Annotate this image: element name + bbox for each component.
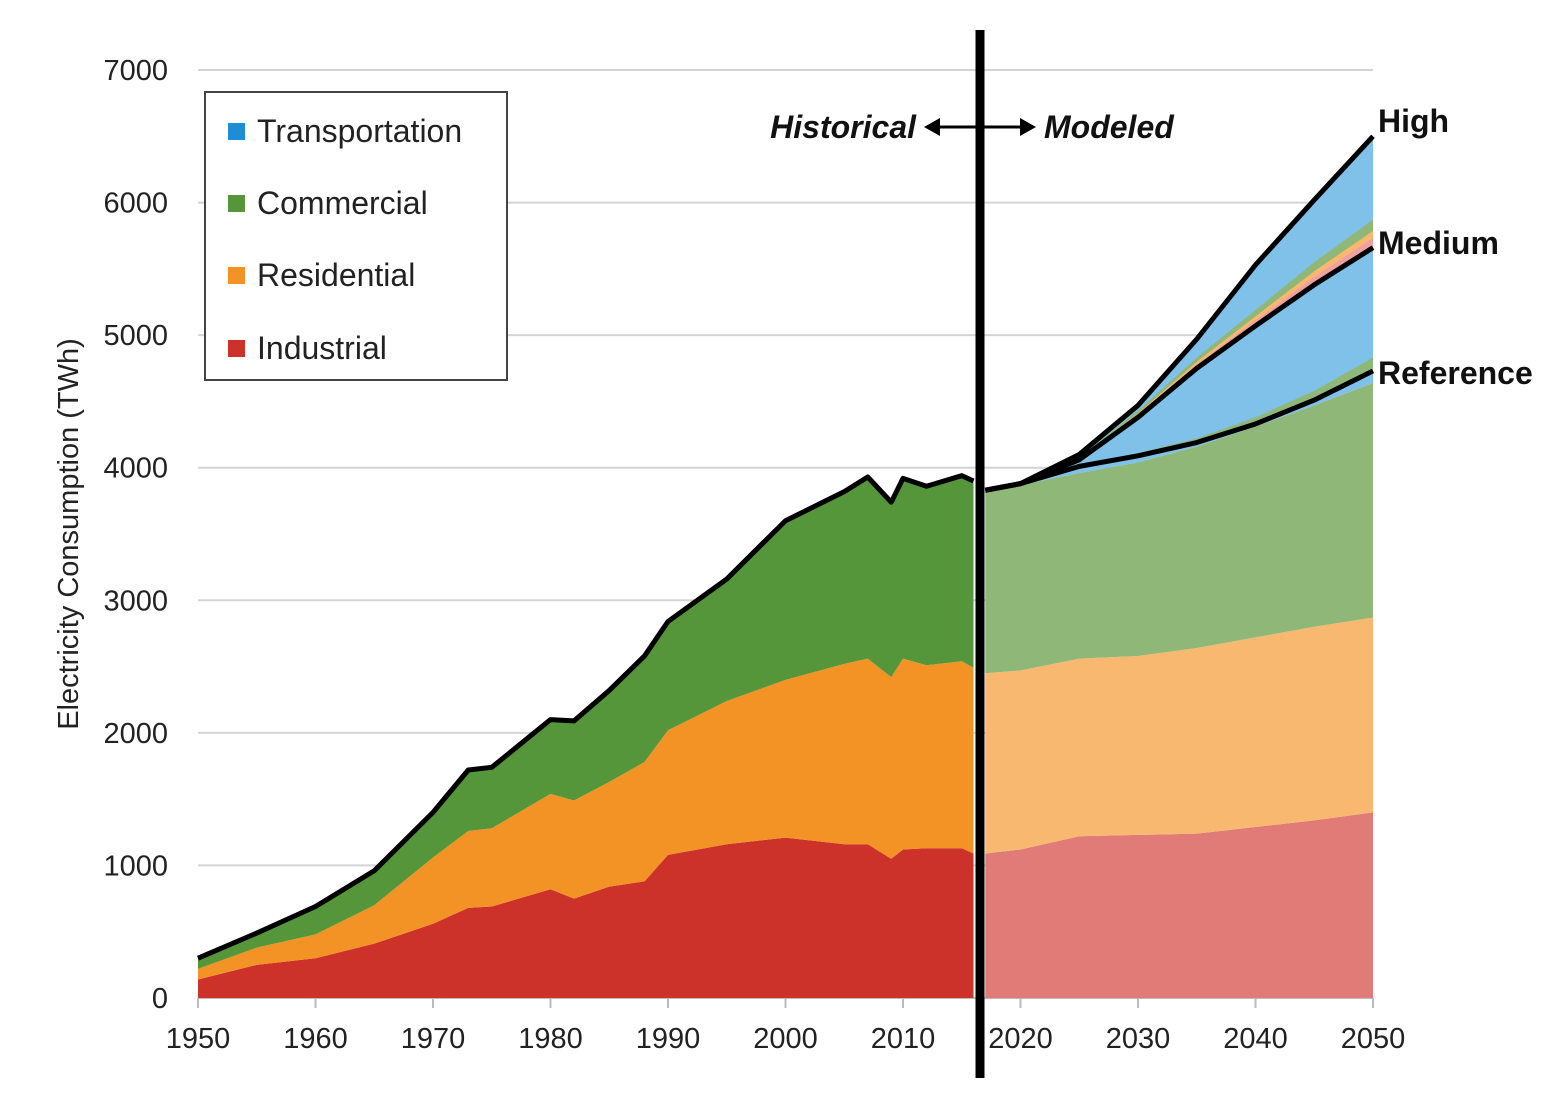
x-tick-label: 2020 <box>988 1023 1053 1055</box>
y-axis-ticks: 0 1000 2000 3000 4000 5000 6000 7000 <box>103 55 168 1015</box>
y-tick-label: 5000 <box>103 320 168 352</box>
legend: Transportation Commercial Residential In… <box>204 91 508 381</box>
industrial-area-modeled <box>985 812 1373 998</box>
y-tick-label: 0 <box>152 983 168 1015</box>
legend-label: Industrial <box>257 330 387 366</box>
modeled-label: Modeled <box>1044 109 1175 145</box>
stacked-areas <box>198 136 1373 998</box>
x-tick-label: 1980 <box>518 1023 583 1055</box>
x-tick-label: 2030 <box>1106 1023 1171 1055</box>
commercial-swatch <box>228 195 245 212</box>
historical-label: Historical <box>770 109 917 145</box>
residential-area-historical <box>198 658 974 980</box>
y-tick-label: 2000 <box>103 718 168 750</box>
legend-item-industrial: Industrial <box>228 330 387 367</box>
legend-item-residential: Residential <box>228 257 415 294</box>
x-tick-label: 1960 <box>283 1023 348 1055</box>
transportation-swatch <box>228 123 245 140</box>
high-scenario-line <box>984 134 1375 493</box>
historical-total-line <box>197 473 975 961</box>
y-tick-label: 7000 <box>103 55 168 87</box>
y-tick-label: 1000 <box>103 850 168 882</box>
x-tick-label: 2050 <box>1341 1023 1406 1055</box>
residential-swatch <box>228 267 245 284</box>
x-tick-label: 1970 <box>401 1023 466 1055</box>
legend-label: Transportation <box>257 113 463 149</box>
commercial-area-modeled <box>985 382 1373 674</box>
reference-scenario-label: Reference <box>1378 355 1533 391</box>
y-tick-label: 3000 <box>103 585 168 617</box>
y-tick-label: 4000 <box>103 453 168 485</box>
x-tick-label: 1990 <box>636 1023 701 1055</box>
scenario-labels: Reference Medium High <box>1378 103 1533 391</box>
x-tick-label: 1950 <box>166 1023 231 1055</box>
legend-item-transportation: Transportation <box>228 113 462 150</box>
total-lines <box>197 134 1375 961</box>
industrial-area-historical <box>198 837 974 998</box>
commercial-area-historical <box>198 475 974 969</box>
x-tick-label: 2010 <box>871 1023 936 1055</box>
x-axis-ticks: 1950 1960 1970 1980 1990 2000 2010 2020 2030 2040… <box>166 998 1406 1055</box>
legend-item-commercial: Commercial <box>228 185 428 222</box>
double-arrow-icon <box>924 118 1036 136</box>
legend-label: Commercial <box>257 185 428 221</box>
residential-area-modeled <box>985 617 1373 854</box>
x-tick-label: 2040 <box>1223 1023 1288 1055</box>
high-scenario-label: High <box>1378 103 1449 139</box>
legend-label: Residential <box>257 257 416 293</box>
medium-scenario-label: Medium <box>1378 225 1499 261</box>
y-tick-label: 6000 <box>103 188 168 220</box>
x-tick-label: 2000 <box>753 1023 818 1055</box>
industrial-swatch <box>228 340 245 357</box>
transportation-area-modeled <box>985 136 1373 492</box>
y-axis-label: Electricity Consumption (TWh) <box>53 338 85 730</box>
